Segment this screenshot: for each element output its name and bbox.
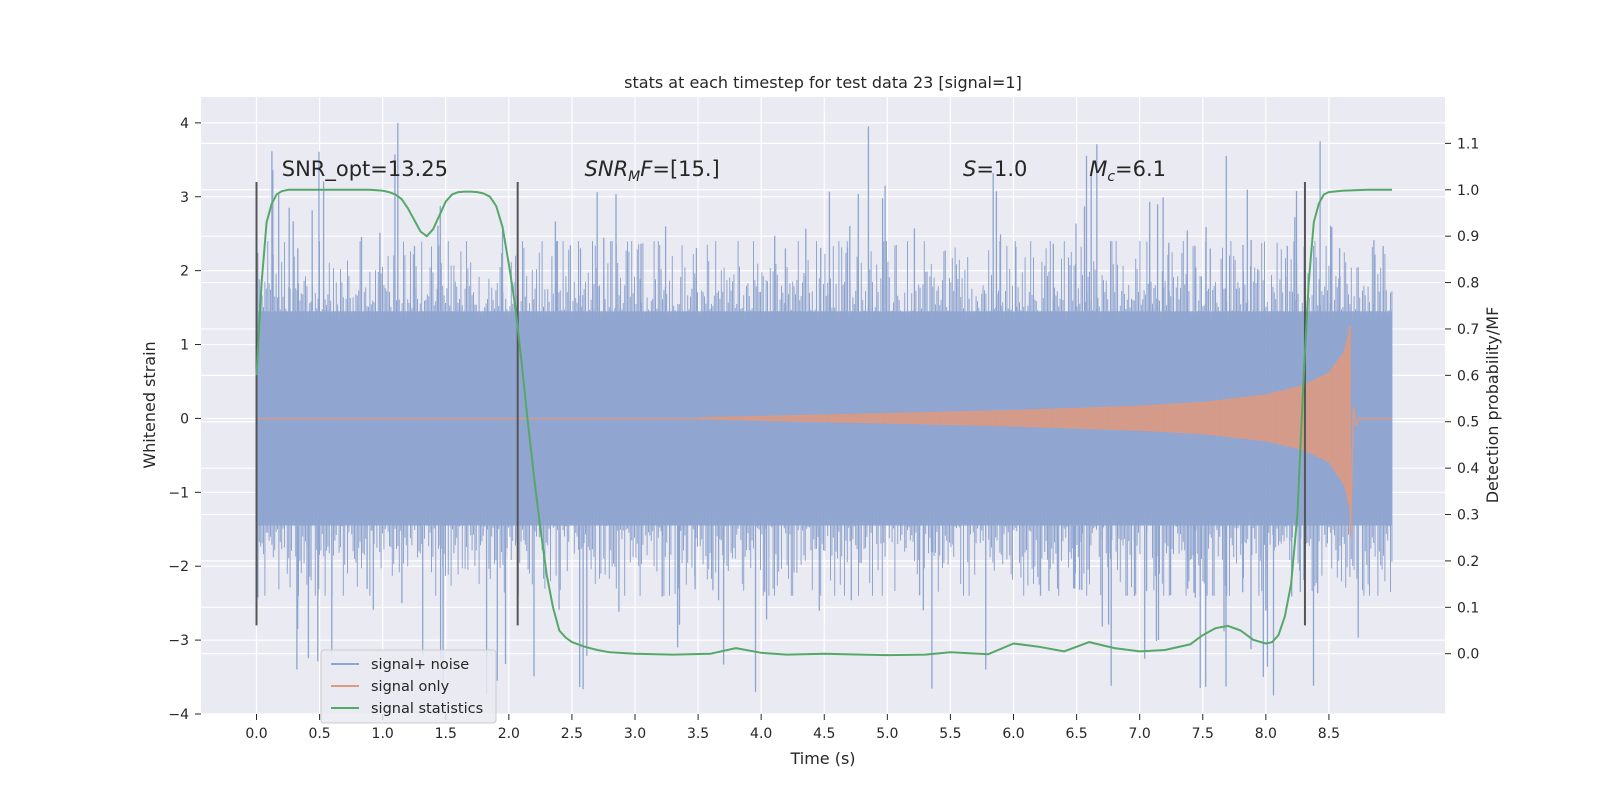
x-tick-label: 8.0 [1255,726,1277,742]
annotation: SNR_opt=13.25 [282,157,448,182]
x-tick-label: 1.0 [372,726,394,742]
y-axis-left: 4 3 2 1 0 −1 −2 −3 −4 [168,116,201,723]
x-tick-label: 7.0 [1129,726,1151,742]
legend-label-signal-statistics: signal statistics [371,701,483,717]
x-tick-label: 0.0 [245,726,267,742]
y2-tick-label: 1.1 [1457,136,1479,152]
y2-tick-label: 0.7 [1457,322,1479,338]
x-tick-label: 1.5 [435,726,457,742]
y2-tick-label: 0.5 [1457,415,1479,431]
y-tick-label: −4 [168,707,189,723]
x-axis-label: Time (s) [789,749,855,768]
y-tick-label: 4 [180,116,189,132]
y2-tick-label: 0.8 [1457,276,1479,292]
x-tick-label: 6.0 [1002,726,1024,742]
x-tick-label: 0.5 [308,726,330,742]
noise-spikes [257,122,1384,696]
x-tick-label: 2.5 [561,726,583,742]
legend-box [320,649,497,724]
chart-title: stats at each timestep for test data 23 … [624,73,1022,92]
annotation: Mc=6.1 [1089,157,1166,185]
y-tick-label: 1 [180,338,189,354]
legend-label-signal-only: signal only [371,679,450,695]
y2-tick-label: 0.0 [1457,647,1479,663]
x-tick-label: 5.5 [939,726,961,742]
y-tick-label: −3 [168,633,189,649]
y-tick-label: −1 [168,485,189,501]
x-tick-label: 4.5 [813,726,835,742]
x-tick-label: 6.5 [1065,726,1087,742]
y2-tick-label: 1.0 [1457,183,1479,199]
y2-tick-label: 0.9 [1457,229,1479,245]
x-tick-label: 5.0 [876,726,898,742]
x-axis: 0.0 0.5 1.0 1.5 2.0 2.5 3.0 3.5 4.0 4.5 5.0 5.5 6.0 6… [245,714,1340,742]
series-signal-statistics [255,188,1392,657]
y-tick-label: 0 [180,411,189,427]
annotation: S=1.0 [963,157,1027,181]
plot-area [255,122,1393,696]
y2-tick-label: 0.1 [1457,600,1479,616]
y2-tick-label: 0.4 [1457,461,1479,477]
statistics-line [255,188,1392,657]
chirp-ringdown [1348,326,1361,537]
y-axis-label: Whitened strain [140,341,159,468]
y-axis-right: 1.1 1.0 0.9 0.8 0.7 0.6 0.5 0.4 0.3 0.2 0.1 0.0 [1445,136,1479,663]
y2-axis-label: Detection probability/MF [1483,307,1502,504]
x-tick-label: 4.0 [750,726,772,742]
annotation: SNRMF=[15.] [585,157,720,185]
y-tick-label: 2 [180,264,189,280]
y2-tick-label: 0.3 [1457,508,1479,524]
x-tick-label: 2.0 [498,726,520,742]
y2-tick-label: 0.2 [1457,554,1479,570]
x-tick-label: 8.5 [1318,726,1340,742]
x-tick-label: 7.5 [1192,726,1214,742]
y-tick-label: 3 [180,190,189,206]
series-signal-only [256,326,1393,537]
y-tick-label: −2 [168,559,189,575]
legend: signal+ noise signal only signal statist… [320,649,497,724]
vertical-markers [255,181,1306,626]
x-tick-label: 3.0 [624,726,646,742]
annotations: SNR_opt=13.25 SNRMF=[15.] S=1.0 Mc=6.1 [282,157,1166,185]
legend-label-signal-noise: signal+ noise [371,657,469,673]
y2-tick-label: 0.6 [1457,368,1479,384]
x-tick-label: 3.5 [687,726,709,742]
